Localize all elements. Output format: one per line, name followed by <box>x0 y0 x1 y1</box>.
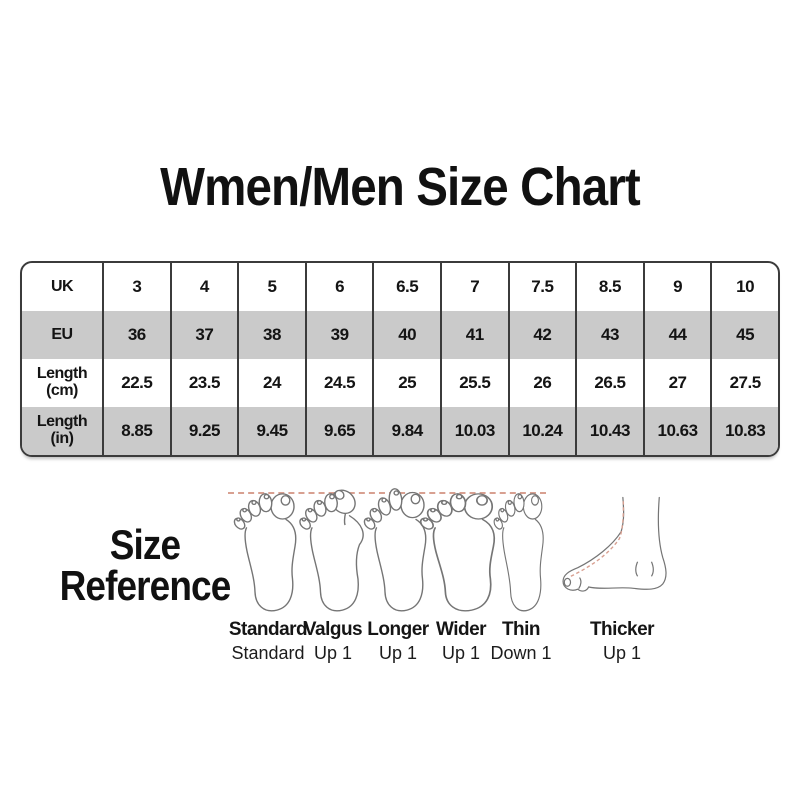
row-header-cell: EU <box>51 325 73 343</box>
foot-top-longer-icon <box>352 486 444 623</box>
size-reference-heading-line1: Size <box>109 521 181 568</box>
table-cell: 9 <box>642 263 711 311</box>
table-cell: 23.5 <box>169 359 238 407</box>
table-cell: 25 <box>372 359 440 407</box>
table-cell: 6.5 <box>372 263 440 311</box>
table-cell: 24 <box>237 359 305 407</box>
table-cell: 27 <box>642 359 711 407</box>
row-header-cell: Length (cm) <box>36 365 88 399</box>
reference-item-label: Wider Up 1 <box>401 618 521 665</box>
page-title: Wmen/Men Size Chart <box>160 157 641 217</box>
table-row: Length (in) 8.85 9.25 9.45 9.65 9.84 10.03 10.2… <box>22 407 778 455</box>
table-cell: 8.5 <box>575 263 643 311</box>
foot-type-name: Longer <box>367 619 429 640</box>
foot-top-valgus-icon <box>287 486 379 623</box>
table-cell: 4 <box>169 263 238 311</box>
size-reference-heading-line2: Reference <box>59 562 232 610</box>
table-cell: 43 <box>575 311 643 359</box>
table-cell: 38 <box>237 311 305 359</box>
table-cell: 5 <box>237 263 305 311</box>
table-cell: 10.24 <box>507 407 576 455</box>
foot-top-thin-icon <box>475 486 567 623</box>
table-row: Length (cm) 22.5 23.5 24 24.5 25 25.5 26 26.5 27 2… <box>22 359 778 407</box>
table-cell: 27.5 <box>710 359 778 407</box>
foot-type-name: Wider <box>435 619 487 640</box>
row-header-cell: UK <box>50 277 74 295</box>
size-adjustment: Up 1 <box>602 643 642 663</box>
table-cell: 39 <box>304 311 373 359</box>
size-reference-heading: Size Reference <box>39 521 250 610</box>
table-cell: 42 <box>507 311 576 359</box>
table-cell: 22.5 <box>102 359 170 407</box>
table-cell: 10.63 <box>642 407 711 455</box>
table-cell: 37 <box>169 311 238 359</box>
table-row: UK 3 4 5 6 6.5 7 7.5 8.5 9 10 <box>22 263 778 311</box>
size-table: UK 3 4 5 6 6.5 7 7.5 8.5 9 10 EU 36 37 38 39 40 41 42 43 44 4… <box>20 261 780 457</box>
foot-top-standard-icon <box>222 486 314 623</box>
size-adjustment: Standard <box>231 643 305 663</box>
table-cell: 7.5 <box>507 263 576 311</box>
table-cell: 26 <box>507 359 576 407</box>
table-cell: 10.43 <box>575 407 643 455</box>
table-cell: 10.83 <box>710 407 778 455</box>
reference-item-label: Valgus Up 1 <box>273 618 393 665</box>
reference-item-label: Thicker Up 1 <box>562 618 682 665</box>
table-cell: 45 <box>710 311 778 359</box>
reference-item-label: Thin Down 1 <box>461 618 581 665</box>
foot-type-name: Thicker <box>589 619 655 640</box>
table-cell: 10.03 <box>439 407 508 455</box>
reference-item-label: Standard Standard <box>208 618 328 665</box>
table-cell: 36 <box>102 311 170 359</box>
reference-item-label: Longer Up 1 <box>338 618 458 665</box>
table-cell: 10 <box>710 263 778 311</box>
table-row: EU 36 37 38 39 40 41 42 43 44 45 <box>22 311 778 359</box>
table-cell: 6 <box>304 263 373 311</box>
size-adjustment: Up 1 <box>378 643 418 663</box>
foot-side-thicker-icon <box>557 494 687 619</box>
table-cell: 40 <box>372 311 440 359</box>
size-adjustment: Up 1 <box>441 643 481 663</box>
table-cell: 9.25 <box>169 407 238 455</box>
table-cell: 41 <box>439 311 508 359</box>
table-cell: 9.45 <box>237 407 305 455</box>
foot-type-name: Valgus <box>303 619 363 640</box>
toe-length-guide-dashed-line <box>228 492 546 494</box>
table-cell: 3 <box>102 263 170 311</box>
table-cell: 7 <box>439 263 508 311</box>
table-cell: 9.65 <box>304 407 373 455</box>
foot-top-wider-icon <box>415 486 507 623</box>
table-cell: 25.5 <box>439 359 508 407</box>
table-cell: 8.85 <box>102 407 170 455</box>
size-adjustment: Up 1 <box>313 643 353 663</box>
table-cell: 9.84 <box>372 407 440 455</box>
foot-type-name: Standard <box>228 619 308 640</box>
foot-type-name: Thin <box>501 619 541 640</box>
table-cell: 24.5 <box>304 359 373 407</box>
size-adjustment: Down 1 <box>490 643 552 663</box>
table-cell: 26.5 <box>575 359 643 407</box>
table-cell: 44 <box>642 311 711 359</box>
row-header-cell: Length (in) <box>36 413 88 447</box>
